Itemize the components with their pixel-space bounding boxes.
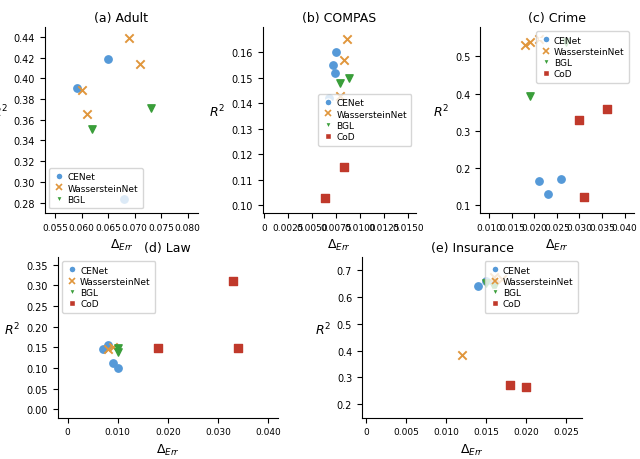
Y-axis label: $R^2$: $R^2$ [4,321,20,337]
Point [77,87,87,94]
Point [328,62,339,69]
Point [233,345,243,352]
Point [489,283,499,291]
Point [489,274,499,281]
Point [457,351,467,358]
Legend: CENet, WassersteinNet, BGL, CoD: CENet, WassersteinNet, BGL, CoD [62,262,156,313]
Point [135,61,145,68]
Point [543,191,553,198]
Legend: CENet, WassersteinNet, BGL: CENet, WassersteinNet, BGL [49,168,143,209]
Point [103,56,113,63]
Point [525,39,535,46]
Point [145,106,156,113]
Point [342,37,352,44]
Point [97,346,108,353]
Y-axis label: $R^2$: $R^2$ [315,321,331,337]
Legend: CENet, WassersteinNet, BGL, CoD: CENet, WassersteinNet, BGL, CoD [318,95,412,146]
Point [72,85,82,92]
Title: (e) Insurance: (e) Insurance [431,241,513,254]
Point [113,364,123,372]
Point [339,57,349,64]
X-axis label: $\Delta_{Err}$: $\Delta_{Err}$ [109,238,133,253]
Point [520,42,531,50]
Title: (c) Crime: (c) Crime [528,12,586,25]
Legend: CENet, WassersteinNet, BGL, CoD: CENet, WassersteinNet, BGL, CoD [536,32,629,84]
Point [574,118,584,125]
Point [602,106,612,114]
Point [335,93,345,100]
Point [534,178,544,185]
Point [579,194,589,202]
Title: (d) Law: (d) Law [145,241,191,254]
Point [505,382,515,389]
Point [489,279,499,286]
Legend: CENet, WassersteinNet, BGL, CoD: CENet, WassersteinNet, BGL, CoD [484,262,578,313]
Point [473,283,483,290]
Point [87,126,97,134]
Point [344,75,354,82]
Point [108,344,118,351]
Point [124,35,134,43]
X-axis label: $\Delta_{Err}$: $\Delta_{Err}$ [460,442,484,457]
Point [102,345,113,353]
Y-axis label: $R^2$: $R^2$ [433,104,449,120]
Title: (b) COMPAS: (b) COMPAS [302,12,376,25]
Point [82,111,92,118]
Point [332,49,342,56]
X-axis label: $\Delta_{Err}$: $\Delta_{Err}$ [545,238,569,253]
Point [228,278,238,285]
Point [113,345,123,352]
Point [324,95,334,102]
Y-axis label: $R^2$: $R^2$ [0,104,8,120]
Point [481,277,492,285]
Point [534,36,544,44]
Y-axis label: $R^2$: $R^2$ [209,104,225,120]
Point [561,39,571,46]
Point [339,164,349,171]
Point [153,345,163,352]
Point [521,383,531,391]
Point [320,195,330,202]
Point [108,359,118,367]
Point [119,196,129,204]
Point [330,70,340,77]
Point [113,348,123,355]
Point [497,276,508,284]
Title: (a) Adult: (a) Adult [95,12,148,25]
Point [556,176,566,184]
Point [335,80,345,87]
X-axis label: $\Delta_{Err}$: $\Delta_{Err}$ [156,442,180,457]
Point [525,93,535,100]
Point [481,280,492,287]
Point [102,342,113,349]
X-axis label: $\Delta_{Err}$: $\Delta_{Err}$ [327,238,351,253]
